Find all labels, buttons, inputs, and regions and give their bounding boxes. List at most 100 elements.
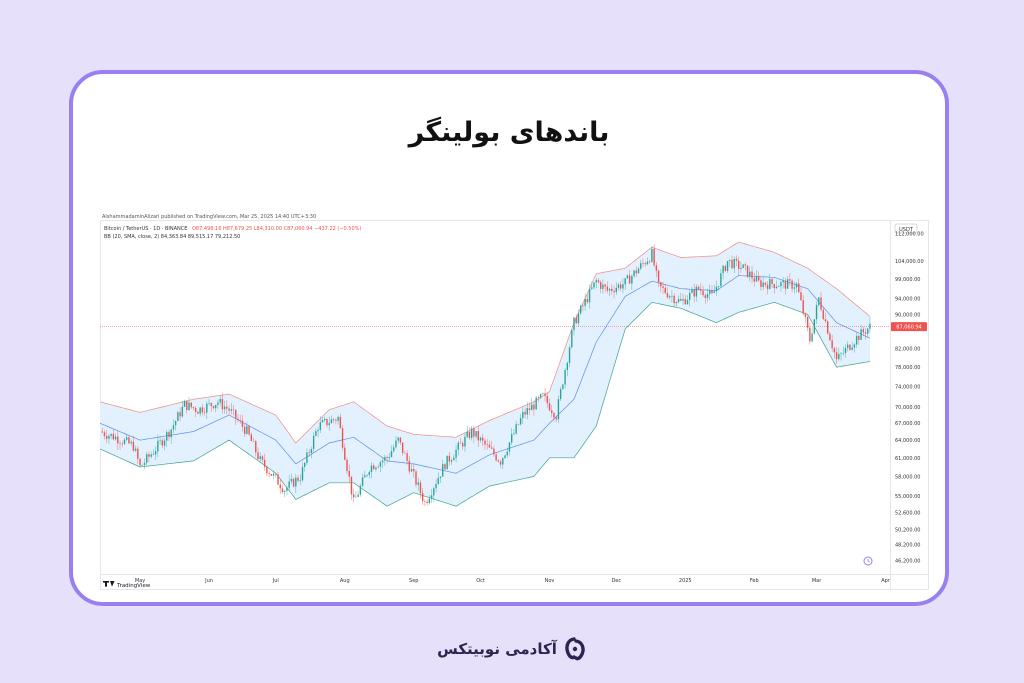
candle: [279, 479, 281, 495]
candle-body: [435, 484, 437, 489]
candle: [215, 404, 217, 413]
candle-body: [735, 258, 738, 261]
candle-body: [860, 329, 862, 340]
candle-body: [666, 293, 669, 298]
y-tick-label: 99,000.00: [895, 277, 920, 283]
candle: [617, 282, 620, 291]
candle-body: [798, 283, 800, 293]
candle-body: [499, 461, 502, 465]
candle: [255, 439, 257, 457]
candle-body: [542, 393, 544, 395]
candle-body: [804, 313, 807, 318]
candle-body: [604, 284, 606, 287]
candle-body: [680, 299, 682, 301]
candle-body: [838, 354, 840, 360]
candle: [795, 281, 798, 293]
candle-body: [822, 309, 824, 320]
candle-body: [551, 410, 553, 414]
candle: [537, 395, 540, 403]
candle-body: [121, 443, 123, 445]
candle: [246, 421, 248, 435]
candle-body: [132, 441, 135, 451]
candle: [577, 309, 580, 327]
candle-body: [657, 270, 660, 283]
candle: [733, 256, 735, 273]
candle: [855, 332, 858, 348]
x-tick-label: Sep: [409, 578, 418, 584]
candle-body: [840, 353, 842, 355]
candle: [762, 276, 764, 291]
candle-body: [468, 431, 471, 438]
candle-body: [617, 284, 620, 288]
candle-body: [791, 280, 793, 289]
candle-body: [446, 455, 448, 470]
lower-band-line: [100, 301, 871, 507]
candle: [544, 388, 546, 402]
candle: [410, 463, 413, 472]
x-tick-label: Jul: [272, 578, 279, 584]
candle-body: [203, 412, 206, 413]
candle: [437, 472, 439, 485]
timezone-icon[interactable]: [863, 556, 873, 566]
candle: [317, 427, 319, 438]
x-tick-label: Feb: [750, 578, 759, 584]
candle: [508, 441, 511, 456]
candle-body: [146, 454, 148, 463]
candle: [575, 314, 577, 325]
candle: [219, 395, 221, 406]
candle-body: [268, 473, 270, 474]
candle-body: [290, 478, 293, 482]
candle-body: [161, 440, 164, 446]
candle: [232, 405, 235, 416]
candle-body: [319, 422, 322, 430]
footer-brand[interactable]: آکادمی نوبیتکس: [0, 634, 1024, 664]
candle-body: [348, 470, 350, 477]
candle-body: [475, 431, 477, 437]
candle-body: [815, 305, 818, 320]
candle-body: [544, 393, 546, 396]
candle-body: [217, 402, 219, 405]
candle-body: [826, 321, 829, 334]
candle-body: [789, 279, 791, 281]
candle-body: [737, 260, 740, 269]
tradingview-logo: TradingView: [103, 581, 151, 589]
candle-body: [328, 423, 330, 426]
candle: [297, 475, 299, 483]
candle-body: [275, 473, 277, 475]
x-tick-label: Oct: [476, 578, 485, 584]
candle-body: [595, 280, 597, 283]
candle: [364, 470, 366, 478]
candle: [566, 361, 569, 377]
candle: [488, 440, 491, 448]
candle-body: [230, 409, 232, 411]
candle: [379, 460, 382, 473]
candle-body: [248, 426, 250, 435]
candle-body: [134, 448, 137, 451]
candle-body: [706, 294, 709, 298]
candle: [399, 437, 402, 446]
candle: [522, 407, 524, 424]
y-tick-label: 78,000.00: [895, 365, 920, 371]
x-tick-label: Apr: [881, 578, 891, 584]
candle-body: [239, 420, 241, 421]
candle: [766, 280, 769, 295]
candle: [419, 479, 422, 499]
candle: [112, 429, 115, 441]
candle-body: [421, 493, 424, 502]
candle-body: [853, 344, 856, 348]
candle: [130, 439, 132, 446]
candle-body: [263, 459, 266, 467]
candle: [510, 427, 513, 446]
candle-body: [493, 448, 495, 455]
candle-body: [615, 287, 617, 293]
candle: [737, 256, 740, 276]
candle: [840, 352, 842, 361]
candle-body: [771, 279, 773, 285]
candle: [442, 459, 444, 477]
candle: [720, 269, 722, 288]
candle: [675, 300, 678, 307]
candle: [370, 462, 373, 479]
ohlc-text: O87,498.16 H87,679.25 L84,310.00 C87,060…: [192, 226, 361, 232]
candle: [468, 427, 471, 440]
currency-box[interactable]: [894, 223, 918, 234]
